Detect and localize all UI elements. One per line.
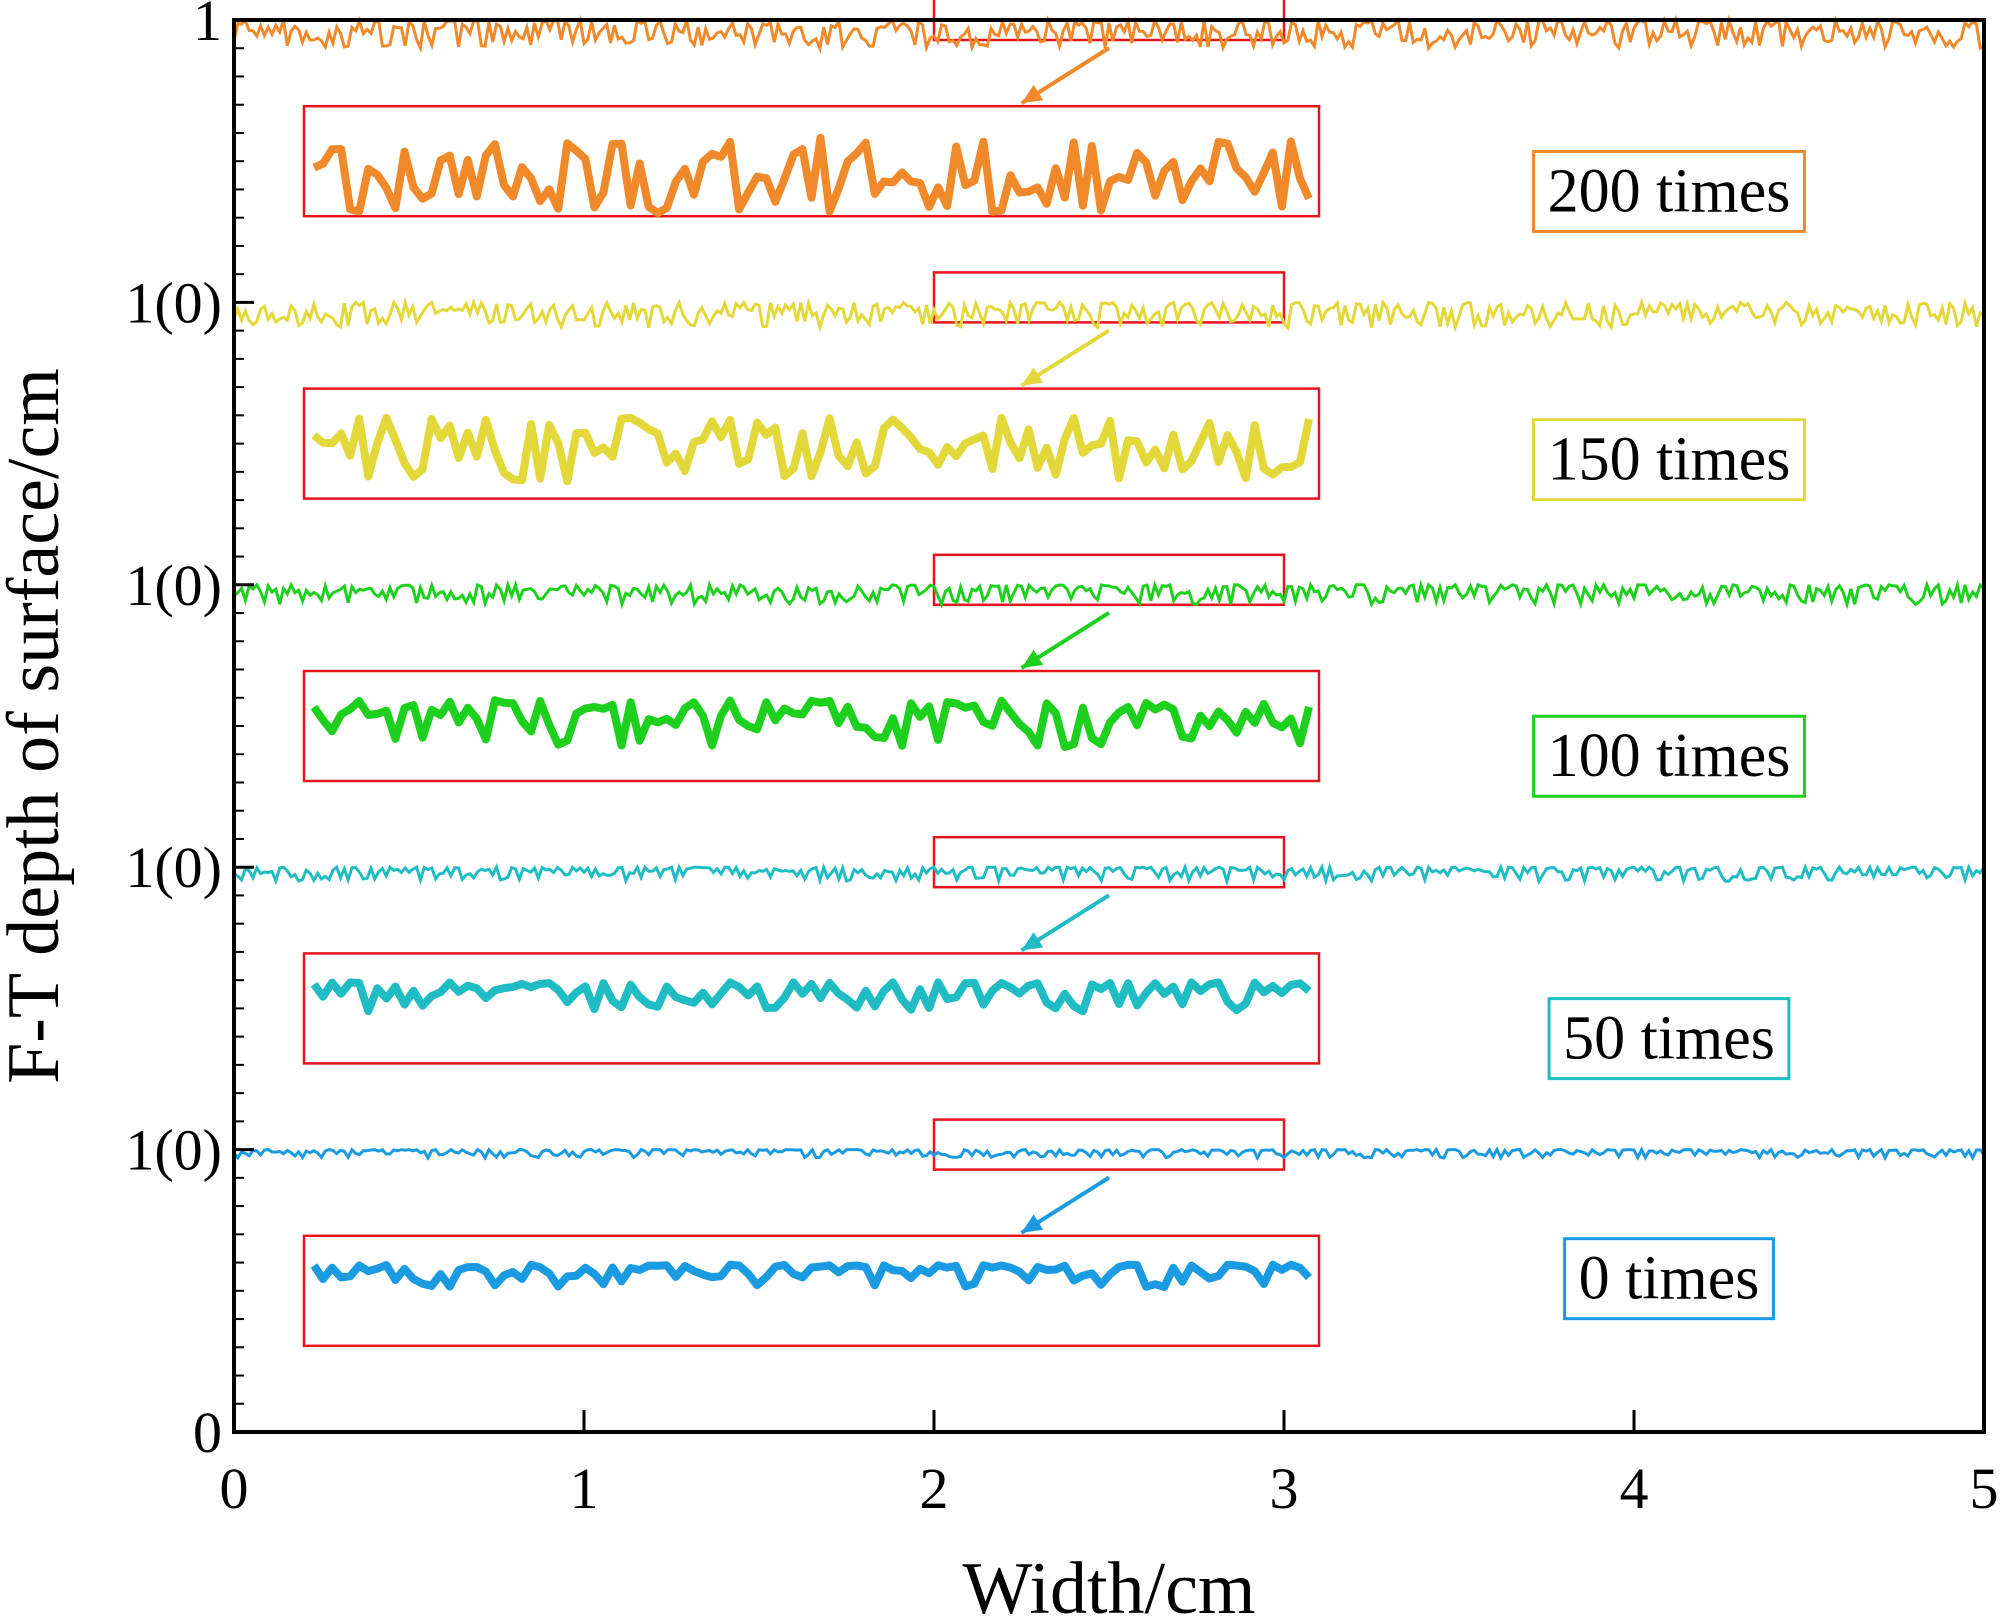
- inset-frame-1: [302, 952, 1321, 1065]
- legend-entry-4: 200 times: [1532, 149, 1806, 233]
- y-tick-label-3: 1(0): [125, 553, 222, 618]
- legend-box-3: [1532, 418, 1806, 502]
- inset-frame-0: [302, 1234, 1321, 1348]
- arrows: [1020, 46, 1111, 1235]
- legend-entry-3: 150 times: [1532, 418, 1806, 502]
- x-tick-label-4: 4: [1620, 1456, 1649, 1521]
- legend-box-0: [1563, 1237, 1775, 1321]
- inset-line-4: [312, 133, 1313, 217]
- series-line-2: [233, 579, 1986, 610]
- legend-label-4: 200 times: [1548, 157, 1791, 225]
- inset-line-2: [310, 696, 1313, 751]
- zoom-window-2: [932, 553, 1286, 607]
- y-tick-label-0: 0: [193, 1400, 222, 1465]
- legend-label-3: 150 times: [1548, 426, 1791, 494]
- legend-entry-1: 50 times: [1547, 997, 1791, 1081]
- series-line-3: [232, 296, 1985, 333]
- arrow-head-3: [1021, 367, 1044, 386]
- legend-label-1: 50 times: [1563, 1005, 1775, 1073]
- insets: [302, 104, 1321, 1348]
- zoom-window-3: [932, 271, 1286, 324]
- arrow-head-2: [1021, 649, 1044, 668]
- inset-frame-2: [302, 669, 1321, 783]
- legend-label-0: 0 times: [1579, 1245, 1760, 1313]
- legend-label-2: 100 times: [1548, 722, 1791, 790]
- arrow-head-4: [1021, 84, 1044, 104]
- inset-line-0: [310, 1260, 1312, 1291]
- y-tick-label-1: 1(0): [125, 1118, 222, 1183]
- arrow-head-0: [1021, 1214, 1044, 1233]
- legend-box-1: [1547, 997, 1791, 1081]
- legend-box-4: [1532, 149, 1806, 233]
- series-line-1: [233, 862, 1986, 887]
- inset-frame-3: [302, 387, 1321, 500]
- y-tick-label-2: 1(0): [125, 835, 222, 900]
- inset-line-1: [310, 978, 1312, 1016]
- zoom-boxes: [932, 0, 1286, 1171]
- series-line-0: [232, 1146, 1986, 1162]
- legend-entry-0: 0 times: [1563, 1237, 1775, 1321]
- zoom-window-4: [932, 0, 1286, 42]
- x-tick-label-2: 2: [920, 1456, 949, 1521]
- arrow-head-1: [1021, 932, 1044, 951]
- y-tick-label-4: 1(0): [125, 270, 222, 335]
- legend-box-2: [1532, 714, 1806, 798]
- x-tick-label-5: 5: [1970, 1456, 1999, 1521]
- x-axis-label: Width/cm: [963, 1548, 1256, 1623]
- series-lines: [232, 14, 1986, 1162]
- zoom-window-1: [932, 835, 1286, 889]
- zoom-window-0: [932, 1118, 1286, 1171]
- x-tick-label-3: 3: [1270, 1456, 1299, 1521]
- y-axis-label: F-T depth of surface/cm: [0, 368, 75, 1084]
- legend-boxes: 0 times 50 times 100 times 150 times 200 tim…: [1532, 149, 1806, 1321]
- inset-frame-4: [302, 104, 1321, 218]
- y-ticks: 0 1(0) 1(0) 1(0) 1(0) 1: [125, 0, 254, 1465]
- x-ticks: 0 1 2 3 4 5: [220, 1410, 1999, 1521]
- inset-line-3: [311, 413, 1313, 486]
- series-line-4: [232, 14, 1985, 54]
- y-tick-label-5: 1: [193, 0, 222, 53]
- x-tick-label-1: 1: [570, 1456, 599, 1521]
- x-tick-label-0: 0: [220, 1456, 249, 1521]
- legend-entry-2: 100 times: [1532, 714, 1806, 798]
